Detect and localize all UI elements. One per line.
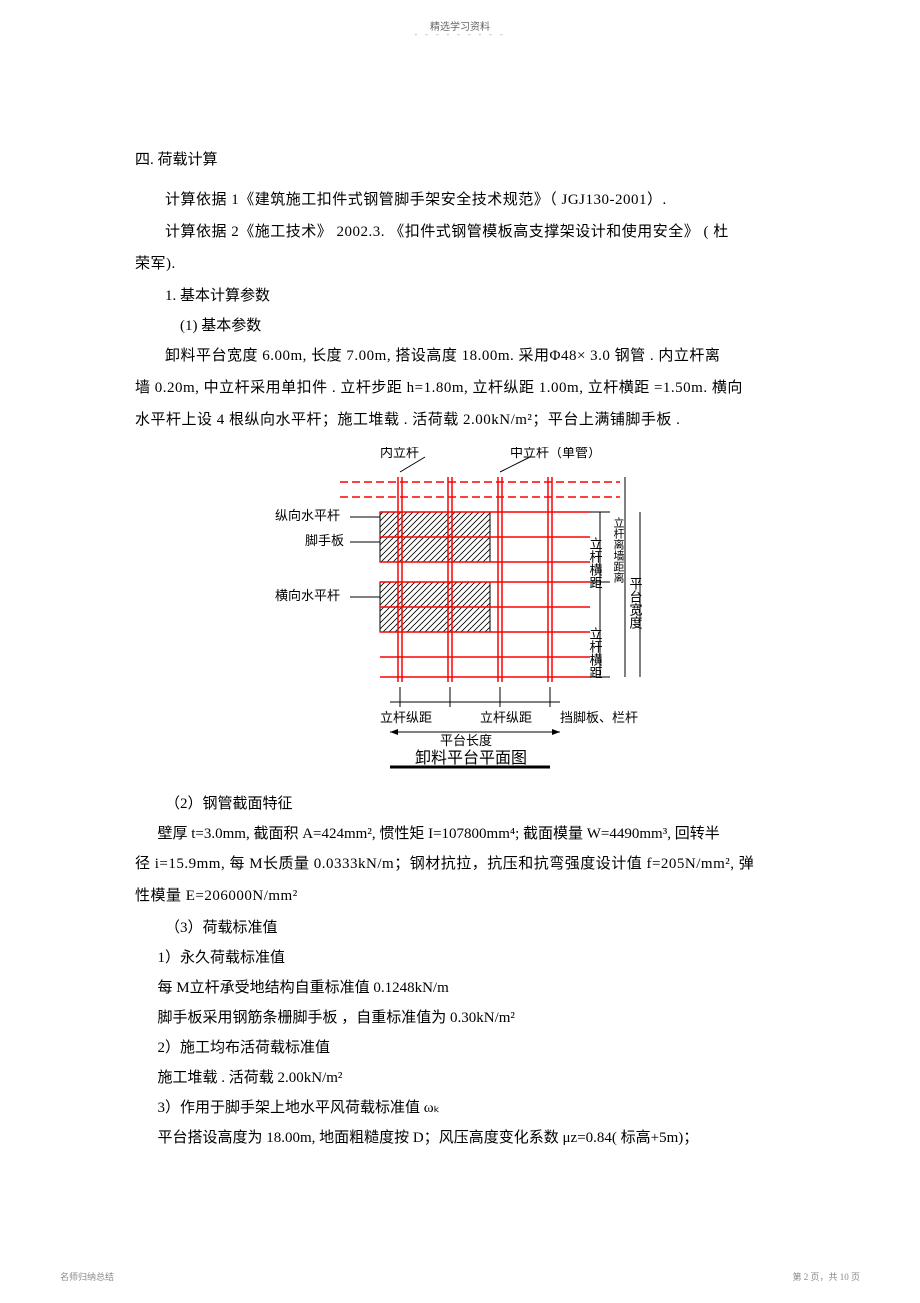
- sub1-1-p3: 水平杆上设 4 根纵向水平杆；施工堆载 . 活荷载 2.00kN/m²；平台上满…: [135, 405, 785, 435]
- sub2-p2: 径 i=15.9mm, 每 M长质量 0.0333kN/m；钢材抗拉，抗压和抗弯…: [135, 849, 785, 879]
- label-long-hbar: 纵向水平杆: [275, 508, 340, 523]
- label-scaffold-board: 脚手板: [305, 533, 344, 548]
- basis-2a: 计算依据 2《施工技术》 2002.3. 《扣件式钢管模板高支撑架设计和使用安全…: [135, 217, 785, 247]
- sub2-p3: 性模量 E=206000N/mm²: [135, 881, 785, 911]
- sub1-title: 1. 基本计算参数: [135, 281, 785, 311]
- footer-left: 名师归纳总结: [60, 1270, 114, 1283]
- sub1-1-title: (1) 基本参数: [135, 311, 785, 341]
- sub1-1-p2: 墙 0.20m, 中立杆采用单扣件 . 立杆步距 h=1.80m, 立杆纵距 1…: [135, 373, 785, 403]
- sub3-3: 3）作用于脚手架上地水平风荷载标准值 ωₖ: [135, 1093, 785, 1123]
- label-long-dist-2: 立杆纵距: [480, 710, 532, 725]
- header-dots: - - - - - - - - -: [0, 30, 920, 39]
- sub3-title: （3）荷载标准值: [135, 913, 785, 943]
- label-inner-pole: 内立杆: [380, 447, 419, 460]
- sub3-1-p2: 脚手板采用钢筋条栅脚手板 ，自重标准值为 0.30kN/m²: [135, 1003, 785, 1033]
- document-content: 四. 荷载计算 计算依据 1《建筑施工扣件式钢管脚手架安全技术规范》（ JGJ1…: [135, 145, 785, 1153]
- sub3-2-p1: 施工堆载 . 活荷载 2.00kN/m²: [135, 1063, 785, 1093]
- label-wall-dist: 立杆离墙距离: [612, 516, 625, 584]
- label-trans-hbar: 横向水平杆: [275, 588, 340, 603]
- section-title: 四. 荷载计算: [135, 145, 785, 175]
- sub2-title: （2）钢管截面特征: [135, 789, 785, 819]
- label-middle-pole: 中立杆（单管）: [510, 447, 601, 460]
- sub2-p1: 壁厚 t=3.0mm, 截面积 A=424mm², 惯性矩 I=107800mm…: [135, 819, 785, 849]
- diagram-container: 内立杆 中立杆（单管） 纵向水平杆 脚手板 横向水平杆 立杆纵距 立杆纵距 平台…: [135, 447, 785, 777]
- scaffold-diagram: 内立杆 中立杆（单管） 纵向水平杆 脚手板 横向水平杆 立杆纵距 立杆纵距 平台…: [250, 447, 670, 777]
- sub3-1: 1）永久荷载标准值: [135, 943, 785, 973]
- basis-2b: 荣军).: [135, 249, 785, 279]
- label-guard: 挡脚板、栏杆: [560, 710, 638, 725]
- footer-right: 第 2 页，共 10 页: [792, 1270, 860, 1283]
- label-platform-len: 平台长度: [440, 733, 492, 748]
- sub3-3-p1: 平台搭设高度为 18.00m, 地面粗糙度按 D；风压高度变化系数 μz=0.8…: [135, 1123, 785, 1153]
- sub1-1-p1: 卸料平台宽度 6.00m, 长度 7.00m, 搭设高度 18.00m. 采用Φ…: [135, 341, 785, 371]
- sub3-2: 2）施工均布活荷载标准值: [135, 1033, 785, 1063]
- label-long-dist-1: 立杆纵距: [380, 710, 432, 725]
- diagram-title: 卸料平台平面图: [415, 749, 527, 767]
- sub3-1-p1: 每 M立杆承受地结构自重标准值 0.1248kN/m: [135, 973, 785, 1003]
- basis-1: 计算依据 1《建筑施工扣件式钢管脚手架安全技术规范》（ JGJ130-2001）…: [135, 185, 785, 215]
